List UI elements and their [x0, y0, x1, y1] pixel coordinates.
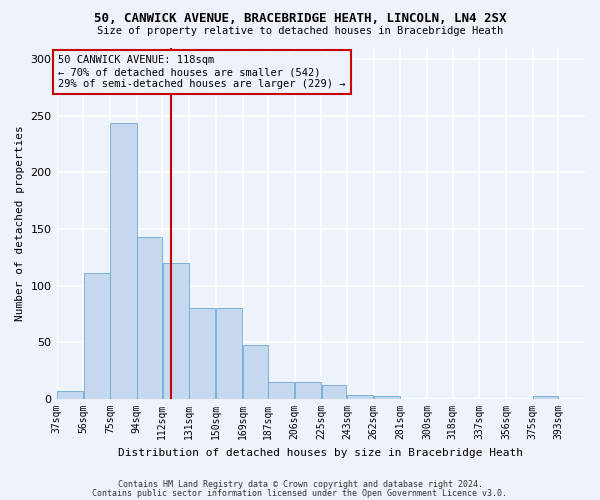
Bar: [322, 386, 346, 399]
Bar: [533, 396, 558, 399]
Bar: [190, 308, 215, 399]
Text: Contains public sector information licensed under the Open Government Licence v3: Contains public sector information licen…: [92, 488, 508, 498]
Text: 50, CANWICK AVENUE, BRACEBRIDGE HEATH, LINCOLN, LN4 2SX: 50, CANWICK AVENUE, BRACEBRIDGE HEATH, L…: [94, 12, 506, 26]
Text: 50 CANWICK AVENUE: 118sqm
← 70% of detached houses are smaller (542)
29% of semi: 50 CANWICK AVENUE: 118sqm ← 70% of detac…: [58, 56, 346, 88]
Bar: [243, 344, 268, 399]
Bar: [110, 124, 137, 399]
Text: Contains HM Land Registry data © Crown copyright and database right 2024.: Contains HM Land Registry data © Crown c…: [118, 480, 482, 489]
Text: Size of property relative to detached houses in Bracebridge Heath: Size of property relative to detached ho…: [97, 26, 503, 36]
Bar: [83, 273, 110, 399]
Bar: [163, 263, 188, 399]
Bar: [268, 382, 295, 399]
Bar: [374, 396, 400, 399]
Bar: [347, 394, 373, 399]
X-axis label: Distribution of detached houses by size in Bracebridge Heath: Distribution of detached houses by size …: [118, 448, 523, 458]
Bar: [216, 308, 242, 399]
Bar: [57, 391, 83, 399]
Bar: [295, 382, 321, 399]
Y-axis label: Number of detached properties: Number of detached properties: [15, 126, 25, 321]
Bar: [137, 237, 162, 399]
